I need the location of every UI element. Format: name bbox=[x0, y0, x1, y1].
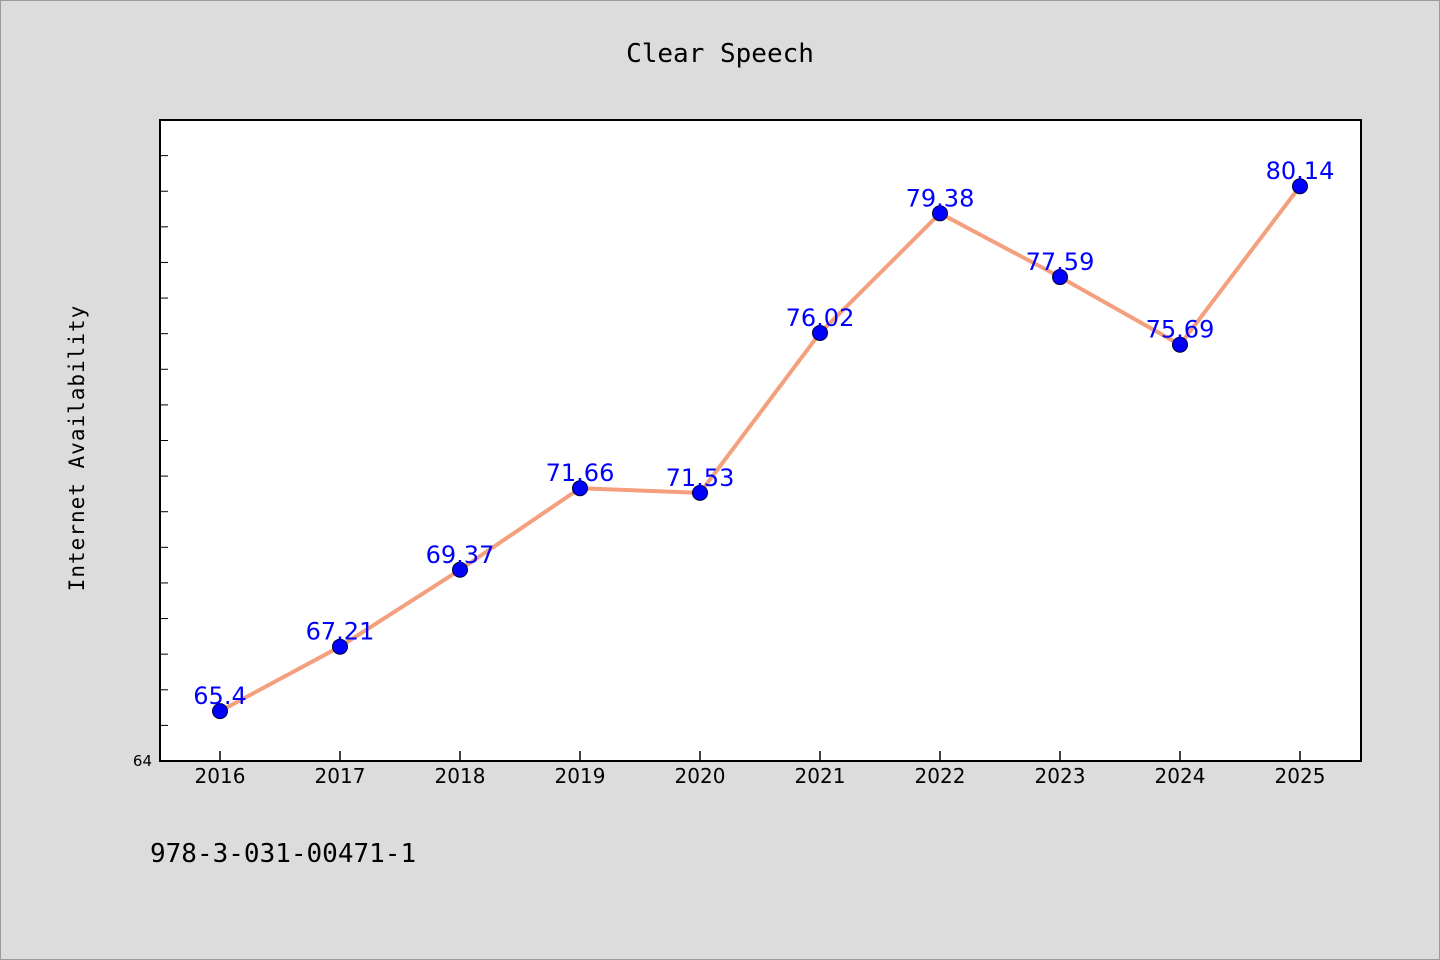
isbn-footer: 978-3-031-00471-1 bbox=[150, 839, 416, 869]
data-label-2019: 71.66 bbox=[546, 459, 615, 487]
x-tick-label-2017: 2017 bbox=[315, 764, 366, 788]
data-label-2024: 75.69 bbox=[1146, 316, 1215, 344]
x-tick-label-2024: 2024 bbox=[1155, 764, 1206, 788]
data-label-2021: 76.02 bbox=[786, 304, 855, 332]
data-point-2025 bbox=[1292, 178, 1308, 195]
plot-area bbox=[159, 119, 1362, 762]
x-axis-ticks bbox=[219, 751, 1301, 761]
data-label-2023: 77.59 bbox=[1026, 248, 1095, 276]
y-axis-ticks bbox=[160, 155, 168, 726]
series-polyline bbox=[218, 184, 1302, 714]
data-point-2016 bbox=[212, 703, 228, 720]
chart-title: Clear Speech bbox=[626, 39, 814, 69]
y-axis-label: Internet Availability bbox=[65, 305, 89, 592]
data-label-2016: 65.4 bbox=[193, 682, 246, 710]
data-point-2022 bbox=[932, 205, 948, 222]
data-label-2018: 69.37 bbox=[426, 541, 495, 569]
data-point-2023 bbox=[1052, 269, 1068, 286]
x-axis-tick-labels: 2016 2017 2018 2019 2020 2021 2022 2023 2024 2025 bbox=[195, 764, 1326, 788]
x-tick-label-2016: 2016 bbox=[195, 764, 246, 788]
data-label-2020: 71.53 bbox=[666, 464, 735, 492]
data-point-2024 bbox=[1172, 336, 1188, 353]
x-tick-label-2022: 2022 bbox=[915, 764, 966, 788]
data-point-2017 bbox=[332, 638, 348, 655]
x-tick-label-2023: 2023 bbox=[1035, 764, 1086, 788]
x-tick-label-2020: 2020 bbox=[675, 764, 726, 788]
data-label-2022: 79.38 bbox=[906, 184, 975, 212]
data-point-2018 bbox=[452, 561, 468, 578]
x-tick-label-2021: 2021 bbox=[795, 764, 846, 788]
data-point-2020 bbox=[692, 484, 708, 501]
data-labels: 65.4 67.21 69.37 71.66 71.53 76.02 79.38 77.59 7… bbox=[193, 157, 1334, 710]
series-markers bbox=[212, 178, 1308, 720]
x-tick-label-2019: 2019 bbox=[555, 764, 606, 788]
y-tick-label-min: 64 bbox=[133, 752, 152, 770]
series-line bbox=[218, 184, 1302, 714]
data-label-2017: 67.21 bbox=[306, 618, 375, 646]
x-tick-label-2025: 2025 bbox=[1275, 764, 1326, 788]
data-point-2021 bbox=[812, 324, 828, 341]
data-point-2019 bbox=[572, 480, 588, 497]
x-tick-label-2018: 2018 bbox=[435, 764, 486, 788]
data-label-2025: 80.14 bbox=[1266, 157, 1335, 185]
